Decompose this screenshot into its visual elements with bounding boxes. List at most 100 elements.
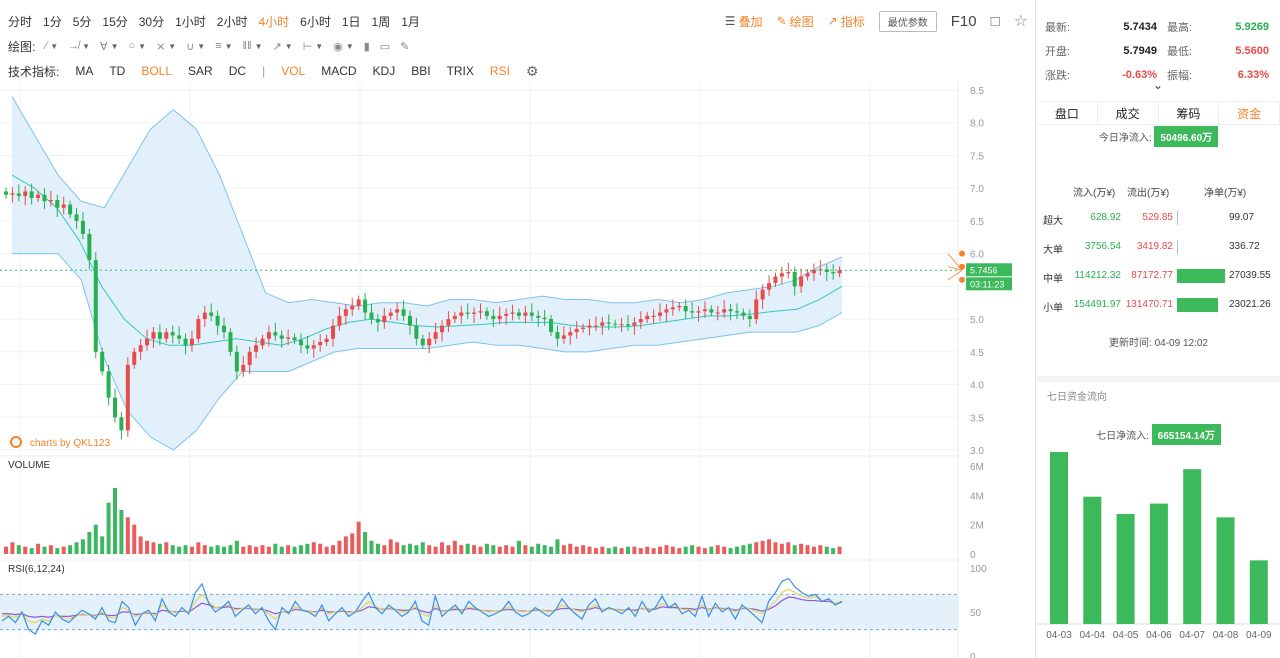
draw-button[interactable]: ✎ 绘图	[777, 13, 814, 30]
volume-bar	[209, 546, 214, 554]
fullscreen-icon[interactable]: □	[990, 12, 1000, 30]
seven-day-label: 04-04	[1080, 630, 1106, 641]
volume-bar	[767, 539, 772, 554]
update-time: 更新时间: 04-09 12:02	[1109, 338, 1208, 349]
flow-net: 336.72	[1229, 241, 1260, 252]
indicator-rsi[interactable]: RSI	[489, 64, 510, 78]
volume-bar	[170, 545, 175, 554]
volume-bar	[542, 545, 547, 554]
boll-lower-line	[12, 253, 843, 451]
timeframe-list: 分时 1分 5分 15分 30分 1小时 2小时 4小时 6小时 1日 1周 1月	[8, 13, 431, 30]
timeframe-3[interactable]: 15分	[102, 14, 128, 29]
line-tool-icon[interactable]: ∕ ▼	[45, 40, 59, 52]
candle-body	[734, 311, 739, 313]
volume-bar	[10, 542, 15, 554]
seven-day-bar	[1116, 513, 1135, 624]
candle-body	[292, 337, 297, 341]
volume-bar	[831, 548, 836, 554]
indicator-button[interactable]: ↗ 指标	[828, 13, 865, 30]
volume-bar	[587, 546, 592, 554]
candle-body	[619, 324, 624, 326]
candle-body	[260, 338, 265, 346]
volume-bar	[677, 548, 682, 554]
volume-bar	[632, 546, 637, 554]
overlay-button[interactable]: ☰ 叠加	[725, 13, 763, 30]
tab-1[interactable]: 成交	[1098, 102, 1159, 124]
timeframe-2[interactable]: 5分	[72, 14, 92, 29]
star-icon[interactable]: ☆	[1013, 13, 1028, 30]
timeframe-1[interactable]: 1分	[43, 14, 62, 29]
indicator-bar: 技术指标: MA TD BOLL SAR DC | VOL MACD KDJ BBI TRIX R…	[0, 61, 1036, 81]
arrow-tool-icon[interactable]: ↗ ▼	[272, 40, 293, 53]
volume-bar	[113, 488, 118, 554]
candle-body	[472, 312, 477, 314]
price-marker-dot[interactable]	[959, 250, 965, 257]
candle-body	[209, 312, 214, 316]
expand-chevron-icon[interactable]: ⌄	[1153, 78, 1164, 92]
timeframe-6[interactable]: 2小时	[216, 14, 248, 29]
trash-icon[interactable]: ▭	[379, 40, 391, 53]
volume-bar	[61, 546, 66, 554]
indicator-vol[interactable]: VOL	[281, 64, 306, 78]
indicator-ma[interactable]: MA	[75, 64, 94, 78]
timeframe-10[interactable]: 1周	[371, 14, 391, 29]
indicator-boll[interactable]: BOLL	[141, 64, 173, 78]
timeframe-8[interactable]: 6小时	[300, 14, 331, 29]
timeframe-9[interactable]: 1日	[341, 14, 361, 29]
volume-bar	[100, 536, 105, 554]
candle-body	[337, 315, 342, 326]
pattern-tool-icon[interactable]: ∪ ▼	[186, 40, 206, 53]
price-marker-dot[interactable]	[959, 263, 965, 270]
indicator-macd[interactable]: MACD	[321, 64, 357, 78]
tab-0[interactable]: 盘口	[1037, 102, 1098, 124]
timeframe-4[interactable]: 30分	[138, 14, 165, 29]
fib-tool-icon[interactable]: ≡ ▼	[215, 40, 233, 52]
watermark: charts by QKL123	[30, 438, 110, 449]
seven-day-label: 04-06	[1146, 630, 1172, 641]
candle-body	[504, 313, 509, 316]
best-params-button[interactable]: 最优参数	[878, 10, 937, 32]
flow-net-bar	[1177, 211, 1178, 225]
volume-bar	[593, 548, 598, 554]
candle-body	[645, 315, 650, 320]
indicator-trix[interactable]: TRIX	[446, 64, 474, 78]
ray-tool-icon[interactable]: ↛ ▼	[68, 40, 91, 52]
flow-name: 大单	[1043, 245, 1063, 256]
candle-body	[837, 270, 842, 274]
tab-3[interactable]: 资金	[1219, 102, 1280, 124]
volume-bar	[497, 546, 502, 554]
tab-2[interactable]: 筹码	[1159, 102, 1220, 124]
stat-row: 涨跌: -0.63% 振幅: 6.33%	[1045, 66, 1271, 84]
circle-tool-icon[interactable]: ○ ▼	[128, 40, 147, 52]
bars-tool-icon[interactable]: ▮	[363, 40, 370, 53]
indicator-bbi[interactable]: BBI	[411, 64, 431, 78]
draw-toolbar-label: 绘图:	[8, 39, 36, 54]
price-marker-dot[interactable]	[959, 276, 965, 283]
note-tool-icon[interactable]: ◉ ▼	[333, 40, 354, 53]
volume-bar	[792, 545, 797, 554]
volume-bar	[151, 542, 156, 554]
eraser-icon[interactable]: ✎	[400, 40, 410, 53]
timeframe-11[interactable]: 1月	[401, 14, 420, 29]
stat-value: 5.9269	[1235, 21, 1269, 33]
cross-tool-icon[interactable]: ⨯ ▼	[156, 40, 177, 53]
volume-bar	[401, 545, 406, 554]
settings-gear-icon[interactable]: ⚙	[525, 62, 539, 79]
timeframe-5[interactable]: 1小时	[175, 14, 206, 29]
f10-button[interactable]: F10	[950, 12, 977, 30]
indicator-td[interactable]: TD	[109, 64, 126, 78]
indicator-kdj[interactable]: KDJ	[372, 64, 396, 78]
timeframe-0[interactable]: 分时	[8, 14, 33, 29]
kline-chart[interactable]: 8.58.07.57.06.56.05.55.04.54.03.53.05.74…	[0, 82, 1036, 658]
channel-tool-icon[interactable]: ∀ ▼	[100, 40, 119, 53]
flow-out: 529.85	[1142, 212, 1173, 223]
boll-upper-line	[11, 96, 843, 307]
timeframe-7[interactable]: 4小时	[258, 14, 290, 29]
volume-bar	[68, 545, 73, 554]
measure-tool-icon[interactable]: ⊢ ▼	[302, 40, 324, 53]
indicator-dc[interactable]: DC	[228, 64, 247, 78]
grid-tool-icon[interactable]: ‖‖ ▼	[242, 40, 263, 52]
indicator-sar[interactable]: SAR	[188, 64, 213, 78]
price-tick: 3.5	[970, 413, 984, 424]
candle-body	[632, 322, 637, 326]
